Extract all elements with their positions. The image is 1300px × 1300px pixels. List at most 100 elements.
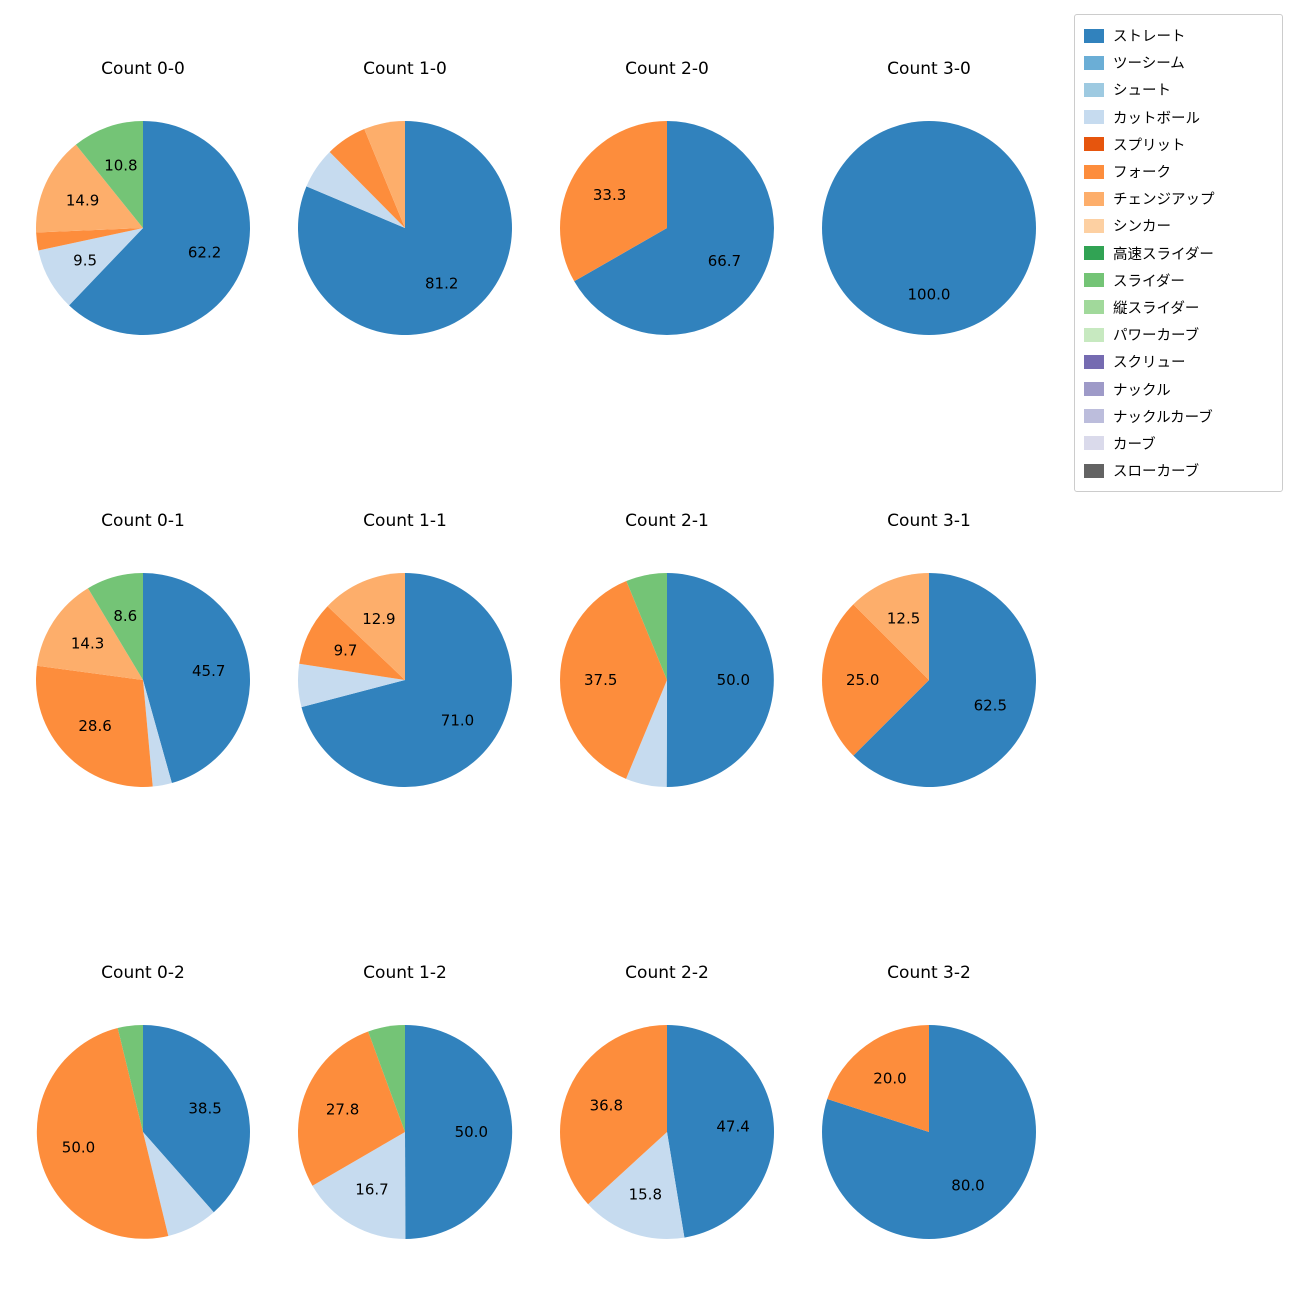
legend-swatch <box>1084 300 1104 315</box>
chart-title: Count 0-2 <box>101 963 185 983</box>
legend-item: スローカーブ <box>1084 457 1273 484</box>
pie-chart-count-1-1: Count 1-1 71.0 9.7 12.9 <box>274 496 536 948</box>
pie-count-3-2: 80.0 20.0 <box>822 1025 1037 1239</box>
pie-percent-label: 12.5 <box>887 610 920 628</box>
pie-percent-label: 62.5 <box>974 696 1007 714</box>
legend-item: 高速スライダー <box>1084 240 1273 267</box>
pie-percent-label: 50.0 <box>455 1123 488 1141</box>
pie-slice <box>853 573 929 680</box>
chart-title: Count 0-1 <box>101 511 185 531</box>
pie-slice <box>822 121 1036 335</box>
pie-slice <box>143 680 172 787</box>
pie-slice <box>559 581 667 779</box>
pie-slice <box>827 1025 929 1132</box>
chart-title: Count 2-1 <box>625 511 709 531</box>
legend-label: ツーシーム <box>1113 56 1185 73</box>
pie-percent-label: 66.7 <box>708 252 741 270</box>
pie-slice <box>299 606 405 680</box>
legend-swatch <box>1084 82 1104 97</box>
pie-percent-label: 33.3 <box>593 186 626 204</box>
pie-percent-label: 12.9 <box>362 610 395 628</box>
pie-chart-count-3-2: Count 3-2 80.0 20.0 <box>798 948 1060 1300</box>
pie-slice <box>364 121 405 228</box>
pie-slice <box>626 573 667 680</box>
legend-swatch <box>1084 436 1104 451</box>
pie-count-1-2: 50.0 16.7 27.8 <box>298 1024 513 1240</box>
legend-item: シュート <box>1084 76 1273 103</box>
legend-label: ナックルカーブ <box>1113 409 1213 426</box>
legend-item: カーブ <box>1084 430 1273 457</box>
pie-slice <box>368 1025 405 1132</box>
pie-slice <box>626 680 667 787</box>
pie-count-3-0: 100.0 <box>822 121 1036 335</box>
pie-slice <box>666 573 774 788</box>
chart-title: Count 2-2 <box>625 963 709 983</box>
pie-percent-label: 62.2 <box>188 244 221 262</box>
legend-swatch <box>1084 382 1104 397</box>
pie-slice <box>853 573 1037 787</box>
pie-slice <box>35 665 153 788</box>
pie-chart-count-3-0: Count 3-0 100.0 <box>798 44 1060 496</box>
pie-slice <box>38 228 143 306</box>
legend-label: スクリュー <box>1113 355 1186 372</box>
chart-title: Count 2-0 <box>625 59 709 79</box>
pie-slice <box>75 121 143 228</box>
pie-chart-count-1-2: Count 1-2 50.0 16.7 27.8 <box>274 948 536 1300</box>
pie-percent-label: 45.7 <box>192 662 225 680</box>
legend-swatch <box>1084 327 1104 342</box>
pie-slice <box>143 1132 214 1236</box>
pie-percent-label: 36.8 <box>590 1096 623 1114</box>
pie-slice <box>822 604 929 756</box>
pie-slice <box>88 573 143 680</box>
legend-swatch <box>1084 137 1104 152</box>
pie-chart-count-0-0: Count 0-0 62.2 9.5 14.9 10.8 <box>12 44 274 496</box>
pie-percent-label: 71.0 <box>441 712 474 730</box>
pie-slice <box>822 1025 1037 1239</box>
legend-item: ナックル <box>1084 375 1273 402</box>
legend-label: スローカーブ <box>1113 464 1200 481</box>
legend-swatch <box>1084 354 1104 369</box>
pie-slice <box>298 121 513 335</box>
legend-item: シンカー <box>1084 212 1273 239</box>
legend-item: スクリュー <box>1084 348 1273 375</box>
legend-item: ストレート <box>1084 22 1273 49</box>
chart-title: Count 3-1 <box>887 511 971 531</box>
pie-percent-label: 27.8 <box>326 1101 359 1119</box>
pie-chart-count-0-2: Count 0-2 38.5 50.0 <box>12 948 274 1300</box>
pie-percent-label: 15.8 <box>629 1186 662 1204</box>
legend-item: 縦スライダー <box>1084 294 1273 321</box>
pie-count-0-1: 45.7 28.6 14.3 8.6 <box>35 573 251 788</box>
legend-label: パワーカーブ <box>1113 328 1200 345</box>
legend-label: カーブ <box>1113 436 1156 453</box>
pie-count-3-1: 62.5 25.0 12.5 <box>822 573 1037 787</box>
pie-chart-count-0-1: Count 0-1 45.7 28.6 14.3 8.6 <box>12 496 274 948</box>
legend-label: シンカー <box>1113 219 1171 236</box>
pie-slice <box>667 1025 775 1238</box>
legend-swatch <box>1084 55 1104 70</box>
pie-count-0-0: 62.2 9.5 14.9 10.8 <box>36 121 251 335</box>
legend-label: ストレート <box>1113 29 1186 46</box>
pie-slice <box>312 1132 406 1240</box>
legend-item: カットボール <box>1084 104 1273 131</box>
legend-label: チェンジアップ <box>1113 192 1215 209</box>
legend-swatch <box>1084 409 1104 424</box>
pie-percent-label: 80.0 <box>951 1177 984 1195</box>
pie-slice <box>117 1025 143 1132</box>
legend-item: ナックルカーブ <box>1084 403 1273 430</box>
pie-percent-label: 81.2 <box>425 274 458 292</box>
pie-percent-label: 9.7 <box>334 642 358 660</box>
pie-slice <box>36 1028 169 1239</box>
chart-title: Count 3-0 <box>887 59 971 79</box>
legend-item: フォーク <box>1084 158 1273 185</box>
legend-item: スライダー <box>1084 267 1273 294</box>
legend-label: スプリット <box>1113 137 1186 154</box>
chart-title: Count 3-2 <box>887 963 971 983</box>
pie-count-1-1: 71.0 9.712.9 <box>298 573 512 787</box>
pie-slice <box>36 588 144 680</box>
pie-count-2-0: 66.7 33.3 <box>559 121 774 335</box>
legend: ストレートツーシームシュート カットボールスプリットフォークチェンジアップ シンカー… <box>1074 14 1283 493</box>
legend-label: スライダー <box>1113 273 1185 290</box>
pie-percent-label: 50.0 <box>717 671 750 689</box>
pie-percent-label: 37.5 <box>584 671 617 689</box>
